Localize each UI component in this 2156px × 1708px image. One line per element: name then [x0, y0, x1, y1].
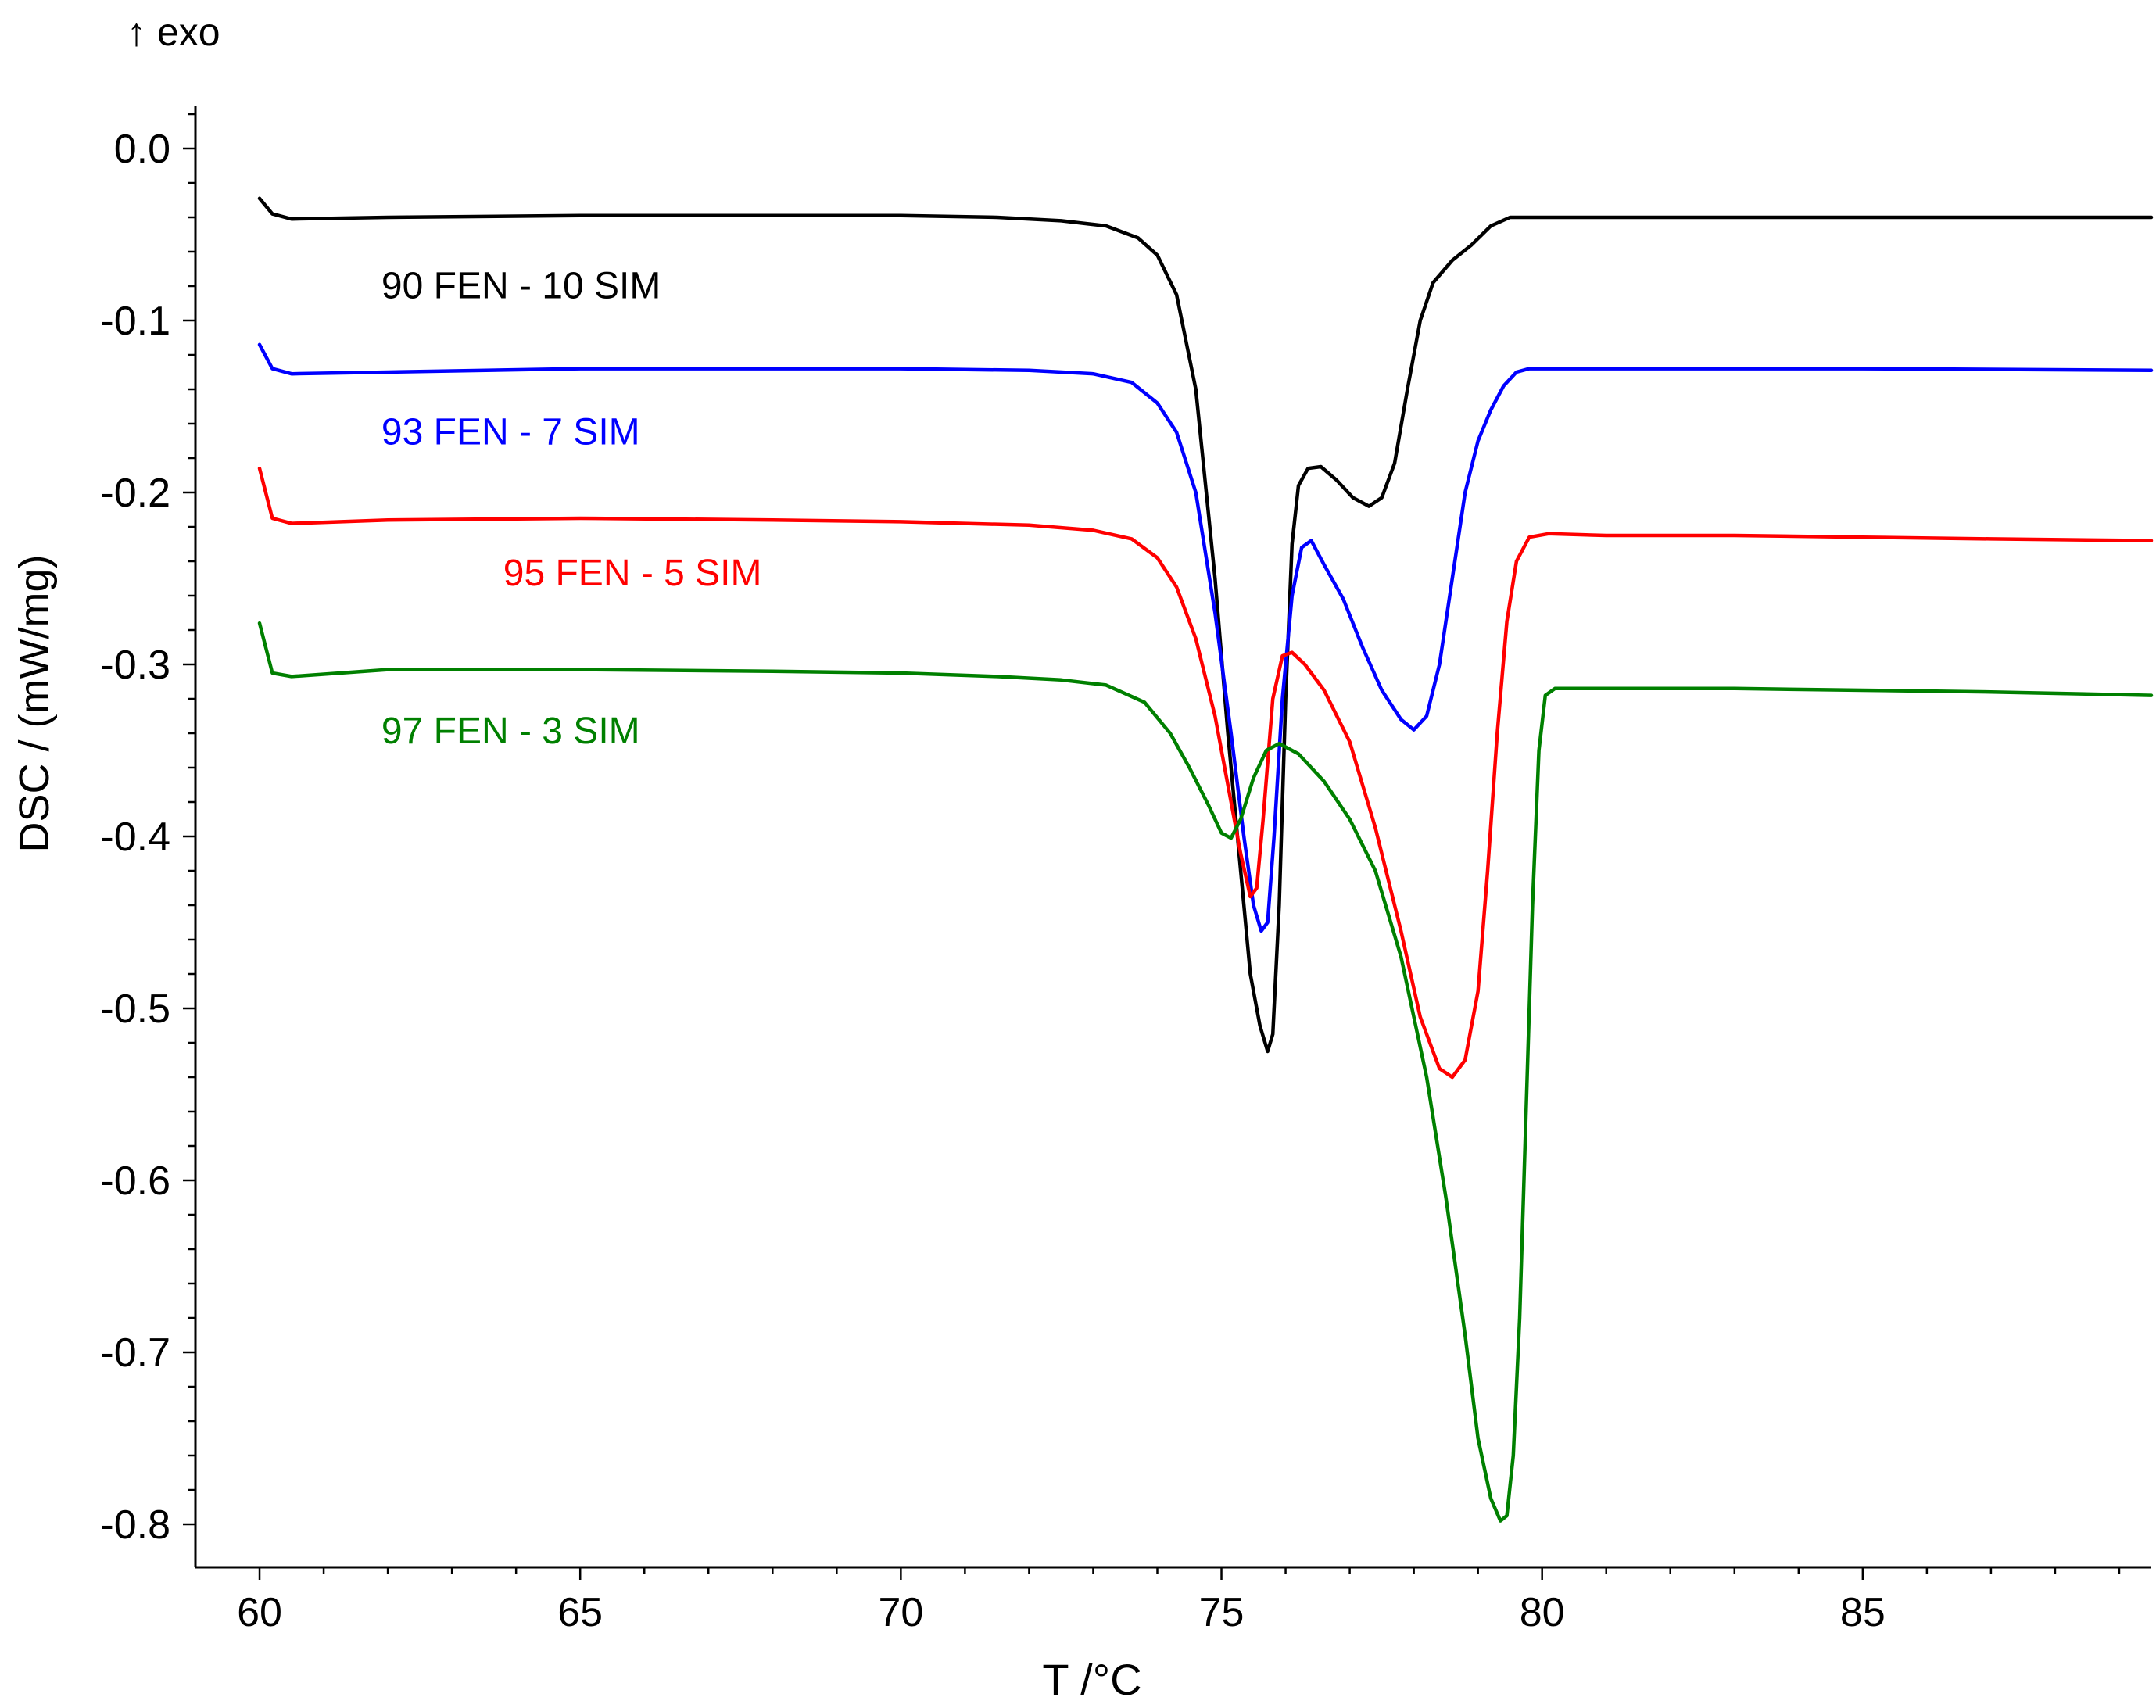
x-tick-label: 60 — [237, 1590, 282, 1635]
y-tick-label: -0.6 — [100, 1158, 170, 1204]
y-axis-ticks: 0.0 -0.1 -0.2 -0.3 -0.4 -0.5 -0.6 -0.7 -0.8 — [100, 113, 195, 1548]
y-tick-label: -0.5 — [100, 986, 170, 1032]
series-label-1: 90 FEN - 10 SIM — [381, 265, 661, 306]
x-tick-label: 75 — [1199, 1590, 1245, 1635]
x-tick-label: 70 — [878, 1590, 923, 1635]
series-line-3 — [257, 466, 2154, 1080]
x-axis-label: T /°C — [1042, 1655, 1141, 1704]
series-lines — [257, 196, 2154, 1523]
y-tick-label: -0.3 — [100, 643, 170, 688]
x-tick-label: 65 — [557, 1590, 603, 1635]
x-axis-ticks: 60 65 70 75 80 85 — [237, 1567, 2121, 1635]
exo-indicator: ↑ exo — [127, 10, 220, 54]
axes — [194, 106, 2151, 1569]
y-tick-label: 0.0 — [114, 127, 170, 172]
series-line-2 — [257, 342, 2154, 933]
y-tick-label: -0.7 — [100, 1330, 170, 1376]
series-line-1 — [257, 196, 2154, 1054]
series-labels: 90 FEN - 10 SIM 93 FEN - 7 SIM 95 FEN - 5 … — [381, 265, 762, 752]
series-label-3: 95 FEN - 5 SIM — [503, 553, 762, 594]
series-label-4: 97 FEN - 3 SIM — [381, 711, 640, 752]
y-tick-label: -0.4 — [100, 815, 170, 860]
y-tick-label: -0.2 — [100, 471, 170, 516]
series-label-2: 93 FEN - 7 SIM — [381, 411, 640, 453]
y-tick-label: -0.1 — [100, 299, 170, 344]
x-tick-label: 85 — [1840, 1590, 1886, 1635]
x-tick-label: 80 — [1520, 1590, 1565, 1635]
y-axis-label: DSC / (mW/mg) — [11, 555, 58, 853]
series-line-4 — [257, 621, 2154, 1523]
y-tick-label: -0.8 — [100, 1502, 170, 1548]
